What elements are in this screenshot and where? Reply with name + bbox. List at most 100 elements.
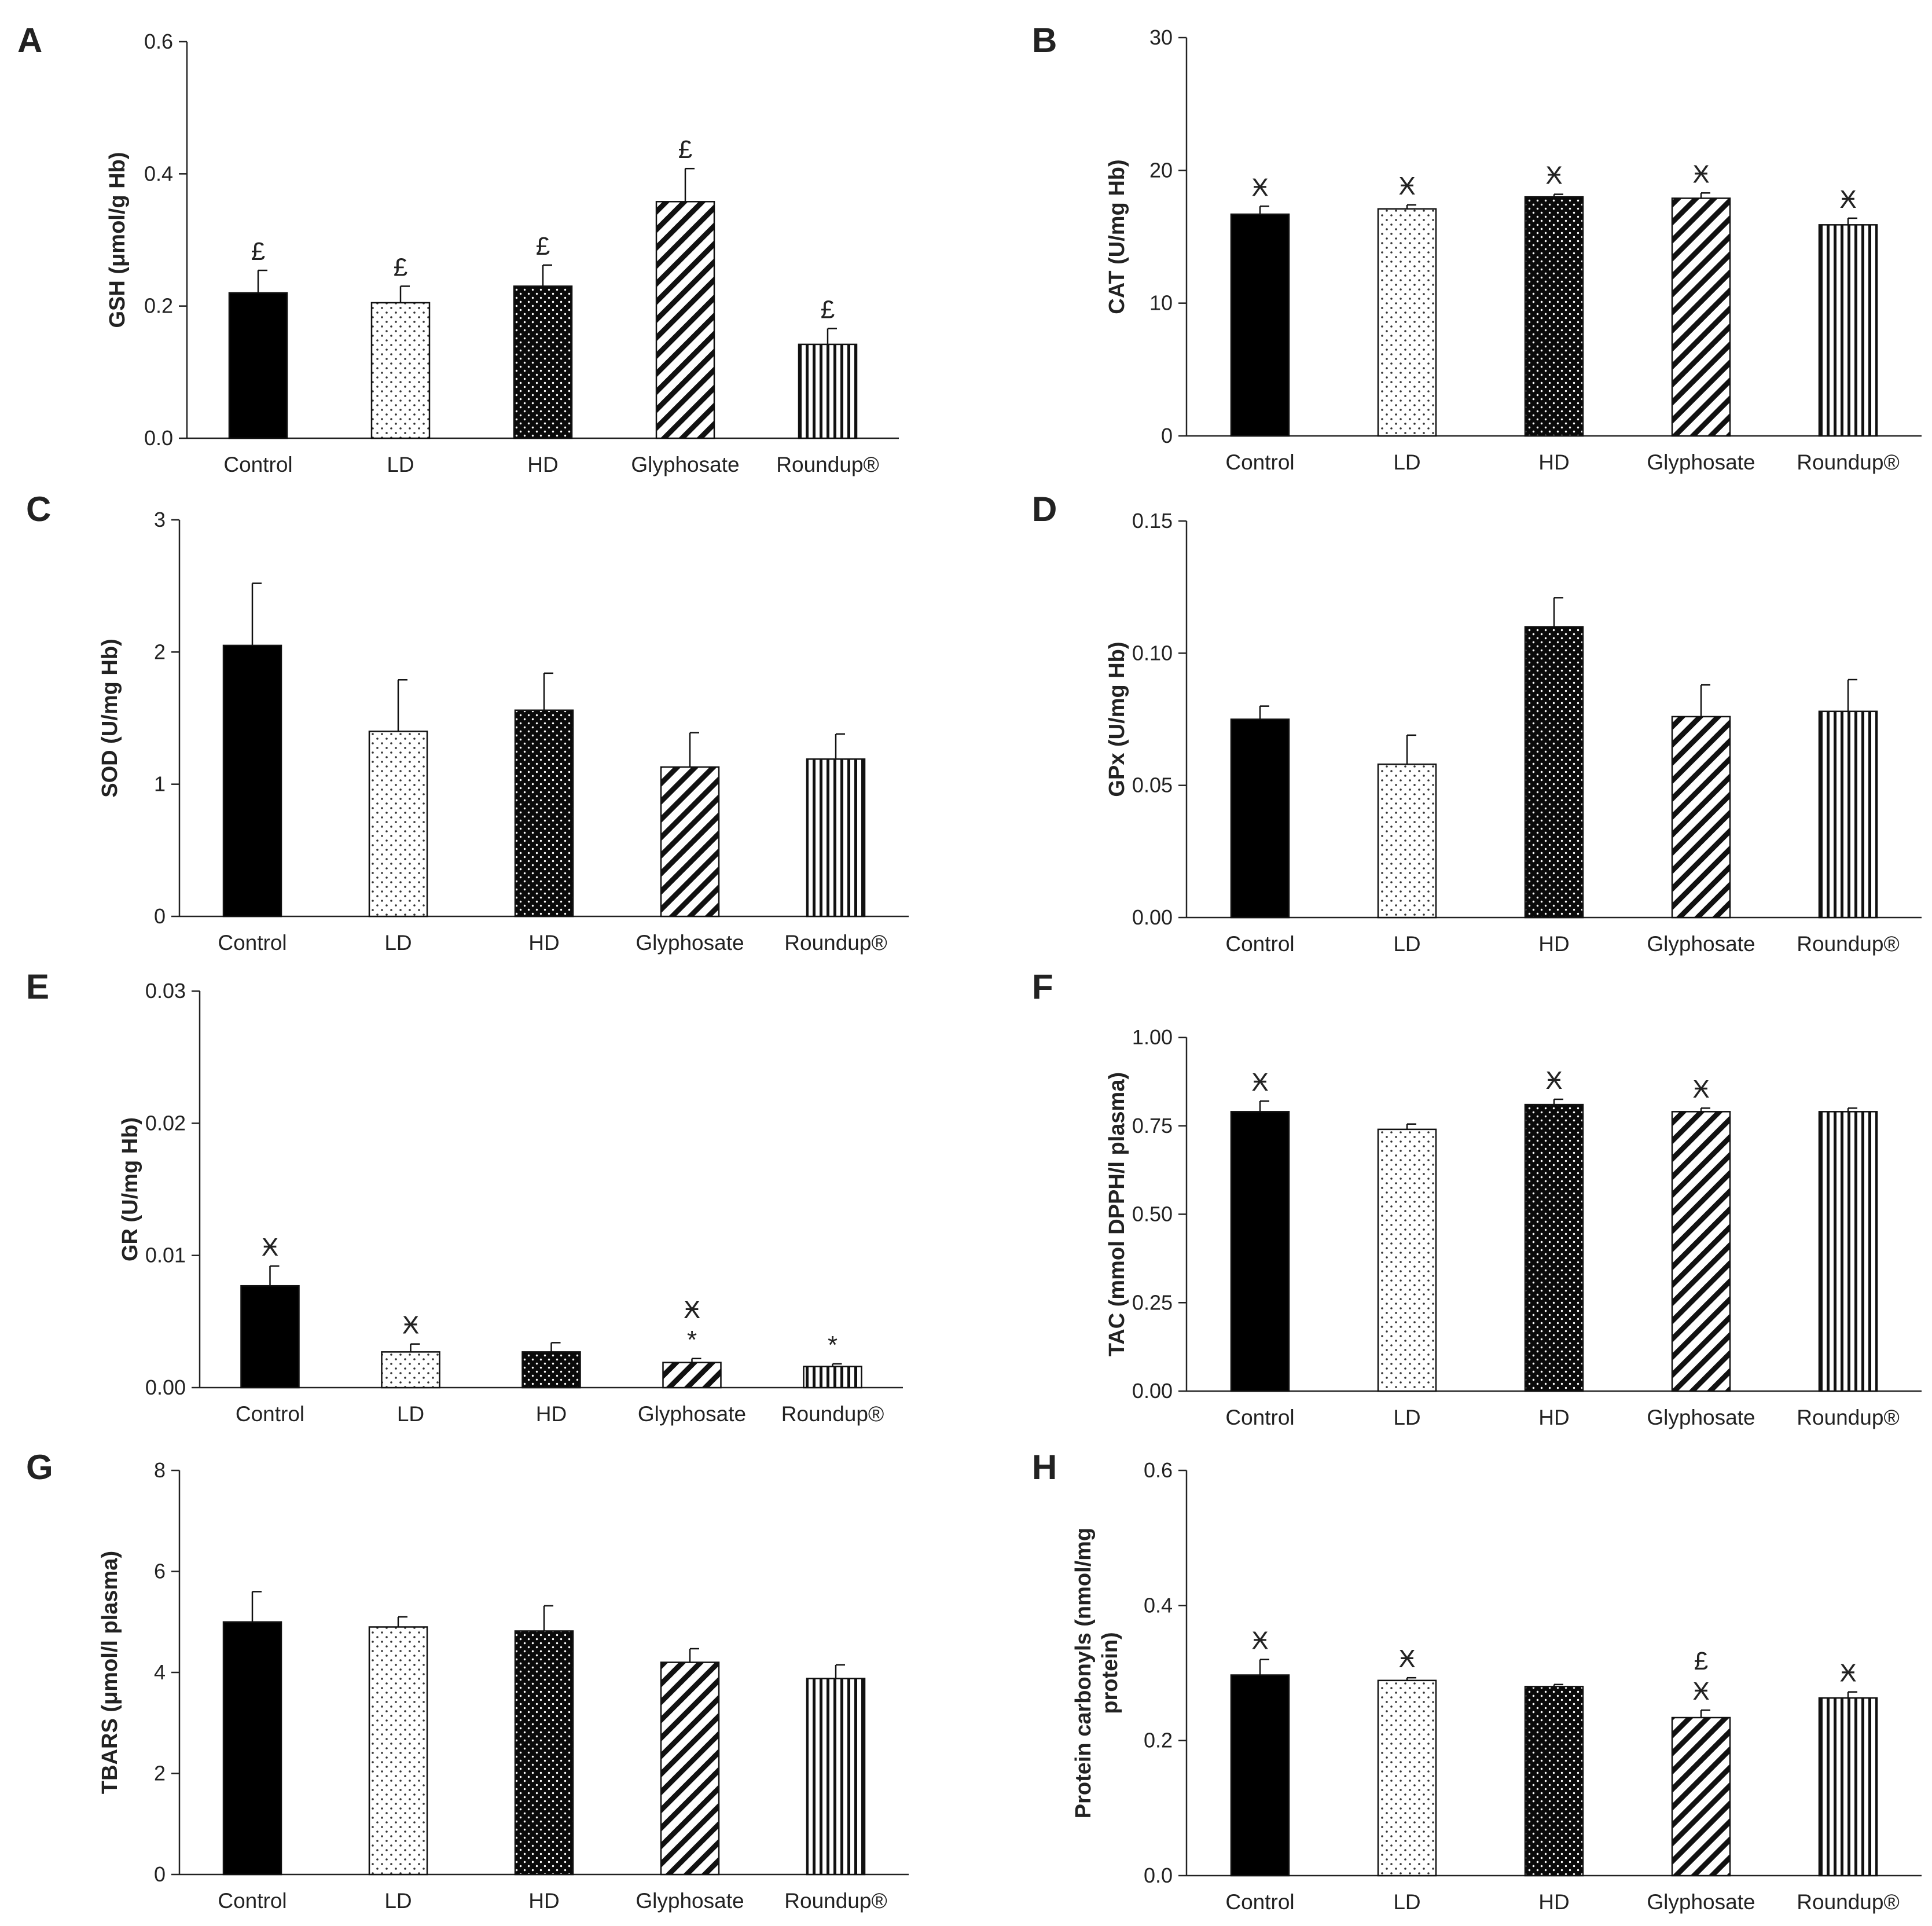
y-tick-label: 0.4 (144, 162, 173, 185)
bar-control (1230, 1674, 1290, 1877)
y-tick-label: 8 (154, 1458, 166, 1482)
bar-glyphosate (655, 201, 715, 439)
category-label-control: Control (1225, 1406, 1294, 1429)
category-label-roundup: Roundup® (1797, 1890, 1899, 1914)
bar-hd (514, 709, 574, 918)
significance-mark: Ӿ (1251, 173, 1268, 201)
bar-roundup (1818, 1111, 1878, 1392)
y-tick-label: 6 (154, 1560, 166, 1583)
y-axis-title: GPx (U/mg Hb) (1105, 641, 1129, 797)
y-tick-label: 0.0 (144, 426, 173, 450)
y-tick-label: 1 (154, 772, 166, 796)
category-label-ld: LD (387, 453, 414, 476)
y-tick-label: 3 (154, 508, 166, 531)
significance-mark: Ӿ (684, 1296, 700, 1324)
bar-ld (381, 1351, 440, 1389)
category-label-control: Control (218, 931, 287, 955)
y-tick-label: 2 (154, 1762, 166, 1785)
significance-mark: Ӿ (1398, 172, 1415, 200)
panel-letter: F (1032, 967, 1053, 1006)
category-label-ld: LD (1393, 1890, 1420, 1914)
y-tick-label: 0.05 (1132, 773, 1173, 797)
category-label-glyphosate: Glyphosate (1647, 1406, 1755, 1429)
y-tick-label: 0 (154, 1862, 166, 1886)
bar-hd (1524, 1103, 1584, 1392)
category-label-glyphosate: Glyphosate (636, 1889, 744, 1913)
panel-letter: D (1032, 490, 1057, 529)
bar-hd (513, 285, 573, 439)
y-tick-label: 0.75 (1132, 1114, 1173, 1138)
bar-control (240, 1285, 300, 1389)
panel-letter: G (26, 1448, 53, 1487)
bar-hd (1524, 626, 1584, 919)
panel-g: G 0 2 4 6 8 TBARS (μmol/l plasma) Control LD HD Gl… (26, 1448, 909, 1913)
bar-glyphosate (1671, 716, 1731, 919)
significance-mark: Ӿ (1692, 1075, 1709, 1103)
y-tick-label: 0.50 (1132, 1202, 1173, 1226)
bar-glyphosate (1671, 197, 1731, 437)
category-label-control: Control (1225, 1890, 1294, 1914)
bar-ld (1377, 1679, 1437, 1877)
significance-mark: Ӿ (1839, 1659, 1856, 1687)
bar-control (1230, 213, 1290, 437)
significance-mark: £ (1694, 1647, 1708, 1675)
bar-roundup (806, 758, 866, 918)
y-tick-label: 0.4 (1144, 1593, 1173, 1617)
bar-glyphosate (662, 1362, 722, 1389)
bar-control (1230, 1111, 1290, 1392)
panel-letter: C (26, 490, 51, 529)
bar-roundup (1818, 710, 1878, 919)
panel-c: C 0 1 2 3 SOD (U/mg Hb) Control LD HD Glyphosate R… (26, 490, 909, 955)
category-label-hd: HD (536, 1402, 567, 1426)
category-label-ld: LD (397, 1402, 424, 1426)
bar-ld (1377, 1128, 1437, 1392)
bar-glyphosate (1671, 1716, 1731, 1877)
category-label-glyphosate: Glyphosate (631, 453, 739, 476)
significance-mark: Ӿ (1545, 1066, 1562, 1095)
bar-hd (1524, 196, 1584, 437)
bar-hd (1524, 1686, 1584, 1877)
y-axis-title: Protein carbonyls (nmol/mg (1071, 1528, 1096, 1819)
y-tick-label: 2 (154, 640, 166, 663)
category-label-ld: LD (1393, 450, 1420, 474)
significance-mark: Ӿ (262, 1233, 278, 1261)
y-tick-label: 0.00 (1132, 1379, 1173, 1403)
bar-glyphosate (660, 1661, 720, 1876)
y-axis-title: GSH (μmol/g Hb) (105, 152, 130, 328)
category-label-hd: HD (528, 1889, 559, 1913)
significance-mark: £ (251, 237, 265, 266)
significance-mark: £ (821, 295, 835, 324)
category-label-control: Control (223, 453, 292, 476)
y-tick-label: 0.00 (145, 1375, 186, 1399)
category-label-roundup: Roundup® (1797, 932, 1899, 956)
bar-roundup (803, 1366, 862, 1389)
category-label-glyphosate: Glyphosate (1647, 932, 1755, 956)
y-tick-label: 0.6 (1144, 1458, 1173, 1482)
y-tick-label: 20 (1149, 158, 1173, 182)
significance-mark: Ӿ (1251, 1627, 1268, 1655)
y-tick-label: 30 (1149, 25, 1173, 49)
bar-ld (368, 731, 428, 918)
bar-ld (1377, 763, 1437, 919)
y-tick-label: 0.2 (1144, 1729, 1173, 1752)
significance-mark: £ (678, 135, 692, 164)
y-tick-label: 0.03 (145, 979, 186, 1003)
significance-mark: Ӿ (1398, 1645, 1415, 1673)
category-label-glyphosate: Glyphosate (638, 1402, 746, 1426)
category-label-control: Control (218, 1889, 287, 1913)
y-tick-label: 0.00 (1132, 905, 1173, 929)
bar-glyphosate (660, 766, 720, 918)
y-axis-title: TBARS (μmol/l plasma) (98, 1551, 122, 1794)
panel-letter: E (26, 967, 49, 1006)
panel-b: B 0 10 20 30 CAT (U/mg Hb) Ӿ Control Ӿ LD Ӿ HD Ӿ Glyp… (1032, 21, 1922, 474)
y-axis-title: GR (U/mg Hb) (118, 1117, 142, 1261)
bar-roundup (1818, 1697, 1878, 1877)
category-label-roundup: Roundup® (1797, 450, 1899, 474)
category-label-hd: HD (527, 453, 558, 476)
y-tick-label: 4 (154, 1660, 166, 1684)
y-axis-title: CAT (U/mg Hb) (1105, 159, 1129, 314)
bar-ld (368, 1626, 428, 1876)
y-tick-label: 0.15 (1132, 509, 1173, 533)
